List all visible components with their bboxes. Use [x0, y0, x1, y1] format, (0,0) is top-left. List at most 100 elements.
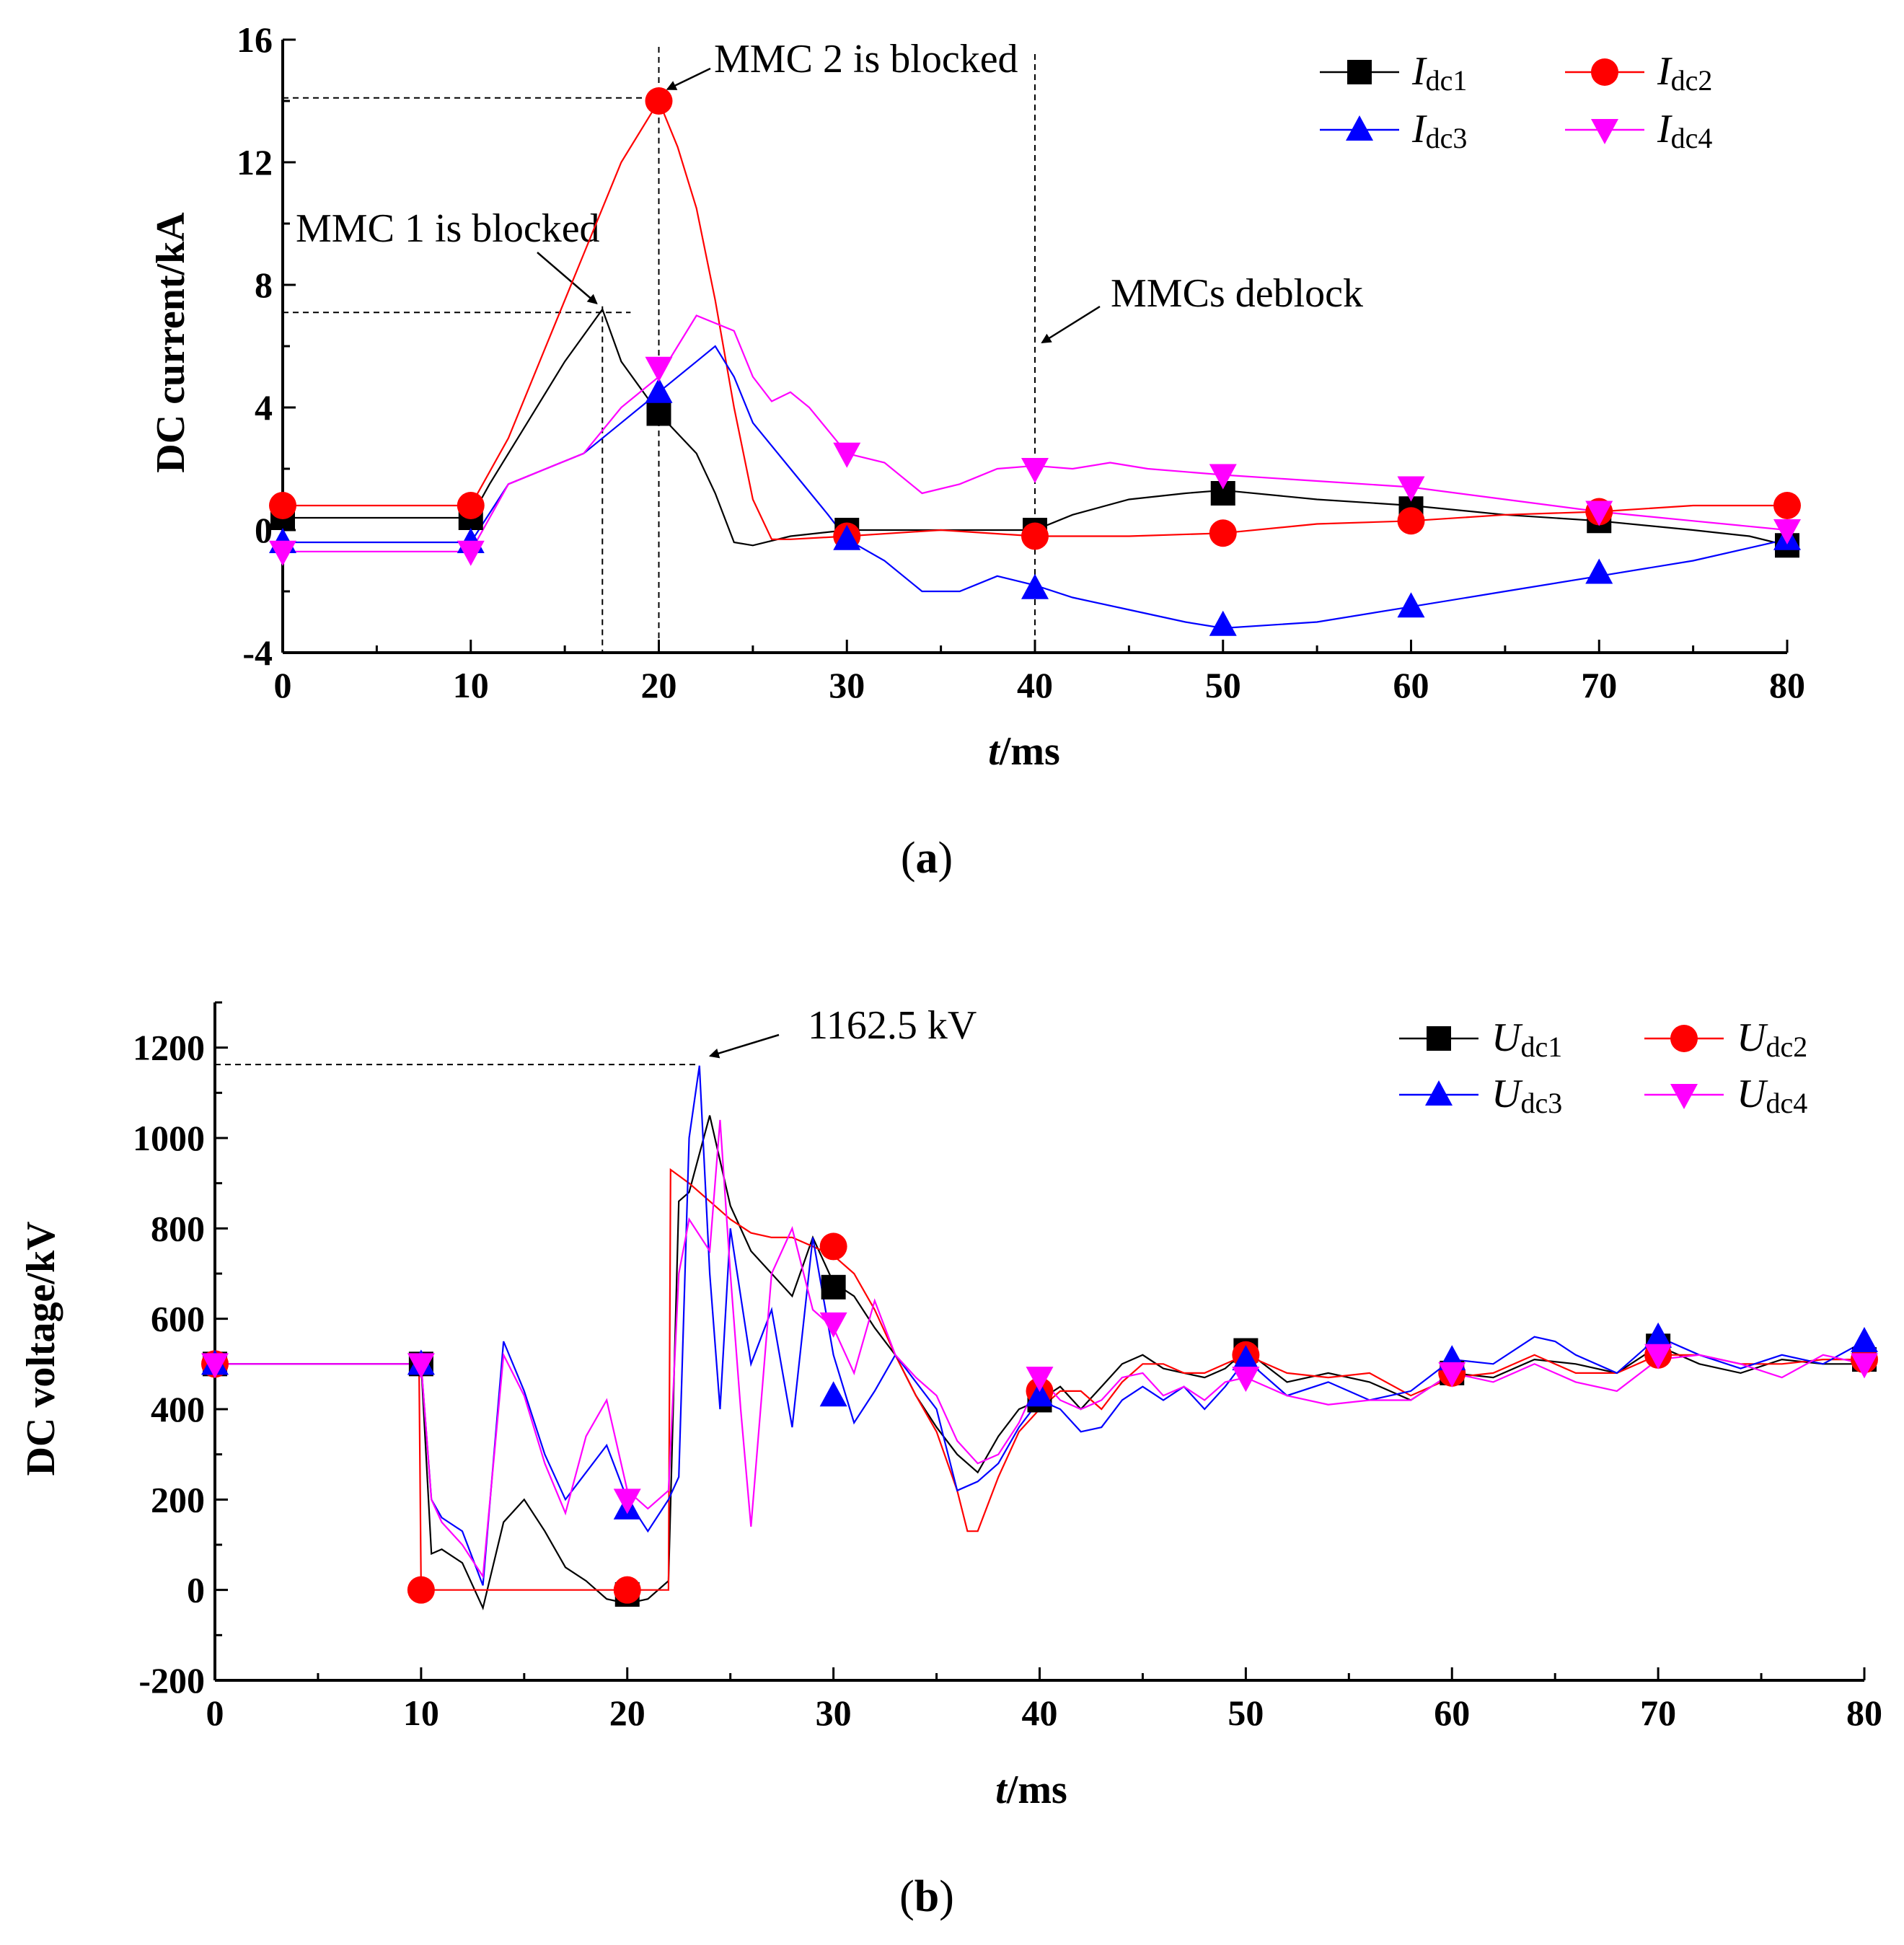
panel-a-y-tick-label: 12	[237, 142, 273, 182]
arrow-mmc2	[666, 67, 711, 90]
panel-a-y-tick-label: 16	[237, 19, 273, 60]
legend-label: Udc1	[1491, 1015, 1562, 1063]
panel-b-legend-entry-dc4: Udc4	[1644, 1072, 1807, 1119]
panel-a-x-tick-label: 50	[1205, 665, 1241, 705]
panel-b-legend-entry-dc3: Udc3	[1399, 1072, 1562, 1119]
legend-marker	[1425, 1080, 1453, 1106]
panel-a-legend-entry-dc3: Idc3	[1320, 107, 1467, 154]
legend-marker	[1670, 1084, 1698, 1109]
panel-a-x-tick-label: 70	[1581, 665, 1617, 705]
panel-a-marker-dc2	[645, 87, 673, 115]
panel-b-x-tick-label: 30	[816, 1693, 852, 1733]
panel-b-y-tick-label: 600	[151, 1299, 205, 1339]
panel-a-marker-dc4	[269, 540, 296, 566]
panel-b-x-tick-label: 60	[1434, 1693, 1470, 1733]
panel-b-x-tick-label: 20	[609, 1693, 645, 1733]
panel-b-y-tick-label: 400	[151, 1389, 205, 1429]
panel-b-y-tick-label: 800	[151, 1208, 205, 1248]
legend-marker	[1347, 60, 1372, 84]
panel-a-x-tick-label: 60	[1393, 665, 1429, 705]
panel-b-x-tick-label: 70	[1640, 1693, 1676, 1733]
panel-a-x-tick-label: 10	[453, 665, 489, 705]
panel-a-marker-dc4	[645, 356, 673, 382]
legend-marker	[1591, 58, 1618, 86]
legend-label: Idc1	[1411, 49, 1467, 97]
panel-b-marker-dc2	[407, 1576, 435, 1604]
panel-b-marker-dc3	[1232, 1345, 1260, 1371]
panel-b-legend-entry-dc2: Udc2	[1644, 1015, 1807, 1063]
panel-b-series-line-dc3	[215, 1065, 1865, 1586]
panel-b-y-tick-label: 1000	[133, 1118, 205, 1158]
panel-b-legend-entry-dc1: Udc1	[1399, 1015, 1562, 1063]
panel-b-marker-dc2	[613, 1576, 641, 1604]
panel-a-marker-dc4	[1773, 519, 1801, 544]
arrow-deblock	[1041, 305, 1101, 344]
panel-a-marker-dc3	[1585, 558, 1613, 584]
panel-a-y-tick-label: 8	[255, 265, 273, 305]
panel-a-marker-dc2	[269, 492, 296, 519]
panel-a-legend-entry-dc2: Idc2	[1565, 49, 1712, 97]
panel-a-xlabel: t/ms	[988, 729, 1060, 774]
panel-b-marker-dc4	[819, 1312, 847, 1338]
legend-marker	[1346, 115, 1373, 141]
panel-a-ylabel: DC current/kA	[149, 212, 193, 473]
annotation-peak-voltage: 1162.5 kV	[808, 1003, 977, 1048]
panel-b-caption: (b)	[899, 1872, 954, 1921]
panel-a-marker-dc1	[646, 401, 671, 426]
legend-label: Udc3	[1491, 1072, 1562, 1119]
panel-b-x-tick-label: 40	[1022, 1693, 1058, 1733]
panel-a-marker-dc4	[1585, 500, 1613, 526]
panel-b-x-tick-label: 80	[1846, 1693, 1882, 1733]
panel-b-marker-dc3	[1026, 1381, 1054, 1407]
panel-b-marker-dc4	[1438, 1362, 1466, 1388]
panel-a-marker-dc3	[645, 377, 673, 403]
panel-a-marker-dc2	[1773, 492, 1801, 519]
legend-marker	[1670, 1025, 1698, 1052]
panel-b-marker-dc3	[819, 1381, 847, 1407]
panel-b-y-tick-label: 0	[187, 1570, 205, 1610]
panel-b-series-line-dc4	[215, 1119, 1865, 1579]
panel-a-marker-dc3	[1209, 610, 1237, 636]
panel-b-marker-dc4	[1232, 1367, 1260, 1393]
panel-b-marker-dc1	[821, 1274, 846, 1300]
panel-b-x-tick-label: 10	[403, 1693, 439, 1733]
panel-a-marker-dc3	[1397, 592, 1425, 618]
panel-b-plot-area: 0 10 20 30 40 50 60 70 80-2000200400600800100012…	[133, 1001, 1882, 1733]
panel-b-marker-dc3	[1644, 1322, 1672, 1348]
annotation-mmcs-deblock: MMCs deblock	[1111, 271, 1363, 316]
panel-b-marker-dc4	[1026, 1367, 1054, 1393]
panel-b-ylabel: DC voltage/kV	[19, 1221, 63, 1476]
panel-a-x-tick-label: 40	[1017, 665, 1053, 705]
panel-a-marker-dc2	[1209, 519, 1237, 547]
panel-a-marker-dc3	[833, 524, 861, 550]
panel-a-x-tick-label: 20	[641, 665, 677, 705]
panel-b-marker-dc4	[407, 1353, 435, 1379]
arrow-peak-voltage	[708, 1033, 780, 1059]
panel-a-marker-dc2	[1021, 522, 1049, 550]
panel-b-y-tick-label: 1200	[133, 1028, 205, 1068]
annotation-mmc2-blocked: MMC 2 is blocked	[714, 37, 1018, 81]
panel-a-marker-dc4	[1021, 458, 1049, 483]
legend-marker	[1427, 1026, 1451, 1051]
panel-a-marker-dc4	[457, 540, 485, 566]
panel-a-caption: (a)	[901, 834, 953, 883]
panel-a-series-line-dc4	[283, 314, 1788, 552]
panel-a-legend-entry-dc4: Idc4	[1565, 107, 1712, 154]
panel-a-marker-dc4	[1209, 464, 1237, 490]
panel-a-x-tick-label: 80	[1769, 665, 1805, 705]
panel-b: 0 10 20 30 40 50 60 70 80-2000200400600800100012…	[19, 1001, 1882, 1921]
panel-b-x-tick-label: 0	[206, 1693, 224, 1733]
legend-marker	[1591, 119, 1618, 144]
panel-a-y-tick-label: 4	[255, 387, 273, 428]
panel-b-y-tick-label: -200	[138, 1660, 205, 1701]
panel-b-marker-dc4	[613, 1488, 641, 1514]
panel-b-y-tick-label: 200	[151, 1479, 205, 1520]
legend-label: Idc2	[1657, 49, 1712, 97]
panel-a-marker-dc3	[1021, 573, 1049, 599]
panel-b-marker-dc3	[1851, 1327, 1878, 1352]
panel-a-marker-dc2	[457, 492, 485, 519]
panel-a-y-tick-label: 0	[255, 510, 273, 550]
